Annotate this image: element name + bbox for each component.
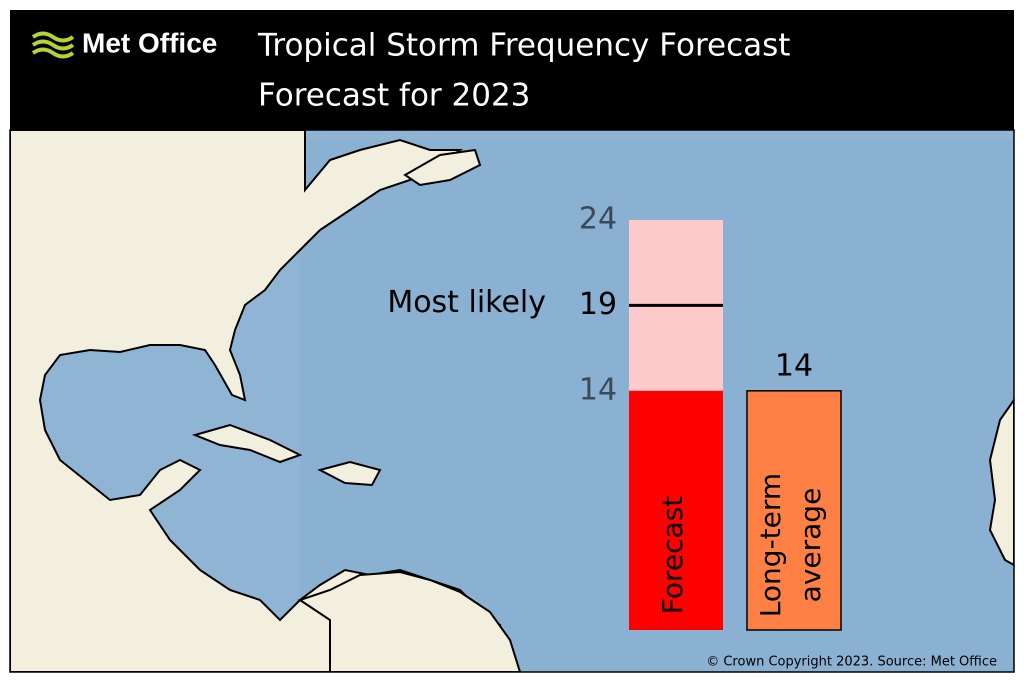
range-high-label: 24	[579, 202, 617, 237]
forecast-label: Forecast	[656, 496, 689, 615]
average-value: 14	[775, 348, 813, 383]
land-americas	[10, 130, 512, 672]
average-bar	[746, 390, 842, 631]
range-low-label: 14	[579, 372, 617, 407]
map	[10, 130, 1014, 672]
land-cuba	[191, 423, 303, 464]
land-hispaniola	[317, 460, 382, 487]
average-label: Long-term average	[754, 473, 827, 617]
land-africa	[988, 398, 1014, 567]
brand: Met Office	[82, 27, 217, 58]
chart-title: Tropical Storm Frequency Forecast	[257, 28, 790, 64]
forecast-bar	[629, 390, 723, 630]
logo-icon	[31, 31, 75, 59]
most-likely-value: 19	[579, 287, 617, 322]
land-south-america	[297, 570, 522, 672]
credit: © Crown Copyright 2023. Source: Met Offi…	[706, 655, 997, 670]
header-band	[10, 10, 1014, 130]
chart-subtitle: Forecast for 2023	[258, 78, 530, 114]
most-likely-label: Most likely	[387, 285, 546, 320]
land-nova-scotia	[403, 148, 482, 187]
